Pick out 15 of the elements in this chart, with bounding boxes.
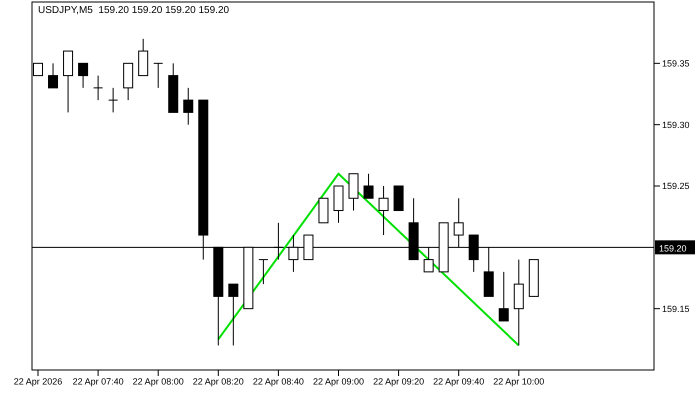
x-tick-label: 22 Apr 09:40: [433, 376, 484, 386]
x-tick-label: 22 Apr 10:00: [493, 376, 544, 386]
x-tick-label: 22 Apr 09:00: [312, 376, 364, 386]
x-tick-label: 22 Apr 08:00: [132, 376, 184, 386]
y-tick-label: 159.35: [662, 58, 690, 69]
x-tick-label: 22 Apr 09:20: [373, 376, 424, 386]
y-tick-label: 159.25: [662, 181, 690, 192]
x-tick-label: 22 Apr 08:20: [192, 376, 244, 386]
chart-title: USDJPY,M5 159.20 159.20 159.20 159.20: [38, 5, 230, 16]
y-tick-label: 159.30: [662, 120, 690, 130]
x-tick-label: 22 Apr 2026: [14, 376, 62, 386]
y-tick-label: 159.15: [662, 304, 690, 314]
ref-line-label: 159.20: [659, 243, 687, 254]
x-tick-label: 22 Apr 08:40: [252, 376, 304, 386]
x-tick-label: 22 Apr 07:40: [72, 376, 124, 386]
